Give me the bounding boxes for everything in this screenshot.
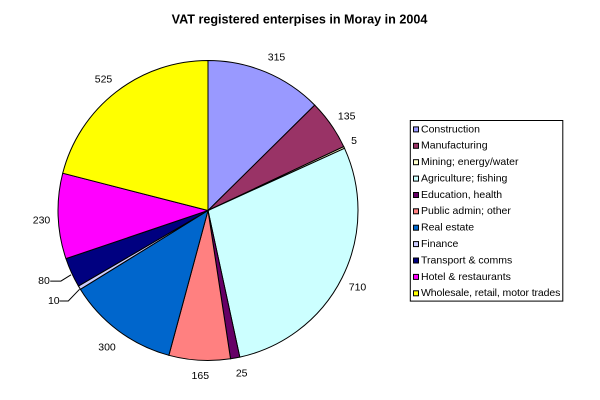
svg-text:710: 710 xyxy=(349,282,367,294)
svg-text:315: 315 xyxy=(268,52,286,64)
svg-text:Hotel & restaurants: Hotel & restaurants xyxy=(421,271,511,283)
svg-text:230: 230 xyxy=(33,214,51,226)
svg-text:525: 525 xyxy=(95,74,113,86)
svg-text:80: 80 xyxy=(38,275,50,287)
svg-text:Transport & comms: Transport & comms xyxy=(421,254,512,266)
svg-text:Real estate: Real estate xyxy=(421,222,474,234)
svg-text:Mining; energy/water: Mining; energy/water xyxy=(421,156,519,168)
svg-text:25: 25 xyxy=(236,368,248,380)
svg-text:Public admin; other: Public admin; other xyxy=(421,205,511,217)
svg-text:Construction: Construction xyxy=(421,123,480,135)
svg-text:165: 165 xyxy=(192,370,210,382)
svg-text:Finance: Finance xyxy=(421,238,459,250)
svg-text:300: 300 xyxy=(98,341,116,353)
svg-text:Manufacturing: Manufacturing xyxy=(421,140,488,152)
svg-text:10: 10 xyxy=(48,295,60,307)
svg-text:VAT registered enterpises in M: VAT registered enterpises in Moray in 20… xyxy=(172,13,428,27)
svg-text:Agriculture; fishing: Agriculture; fishing xyxy=(421,173,508,185)
svg-text:Education, health: Education, health xyxy=(421,189,502,201)
svg-text:135: 135 xyxy=(338,111,356,123)
svg-text:Wholesale, retail, motor trade: Wholesale, retail, motor trades xyxy=(421,287,560,299)
svg-text:5: 5 xyxy=(351,135,357,147)
